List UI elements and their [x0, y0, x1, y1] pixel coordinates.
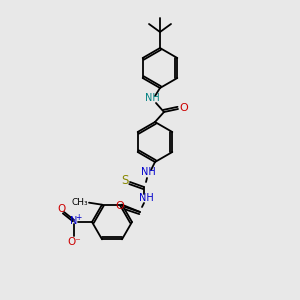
Text: CH₃: CH₃ [72, 198, 88, 207]
Text: O: O [57, 204, 65, 214]
Text: O⁻: O⁻ [67, 237, 81, 247]
Text: NH: NH [141, 167, 155, 177]
Text: N: N [70, 216, 78, 226]
Text: O: O [116, 201, 124, 211]
Text: S: S [121, 175, 129, 188]
Text: NH: NH [139, 193, 153, 203]
Text: O: O [180, 103, 188, 113]
Text: NH: NH [145, 93, 159, 103]
Text: +: + [75, 212, 81, 221]
